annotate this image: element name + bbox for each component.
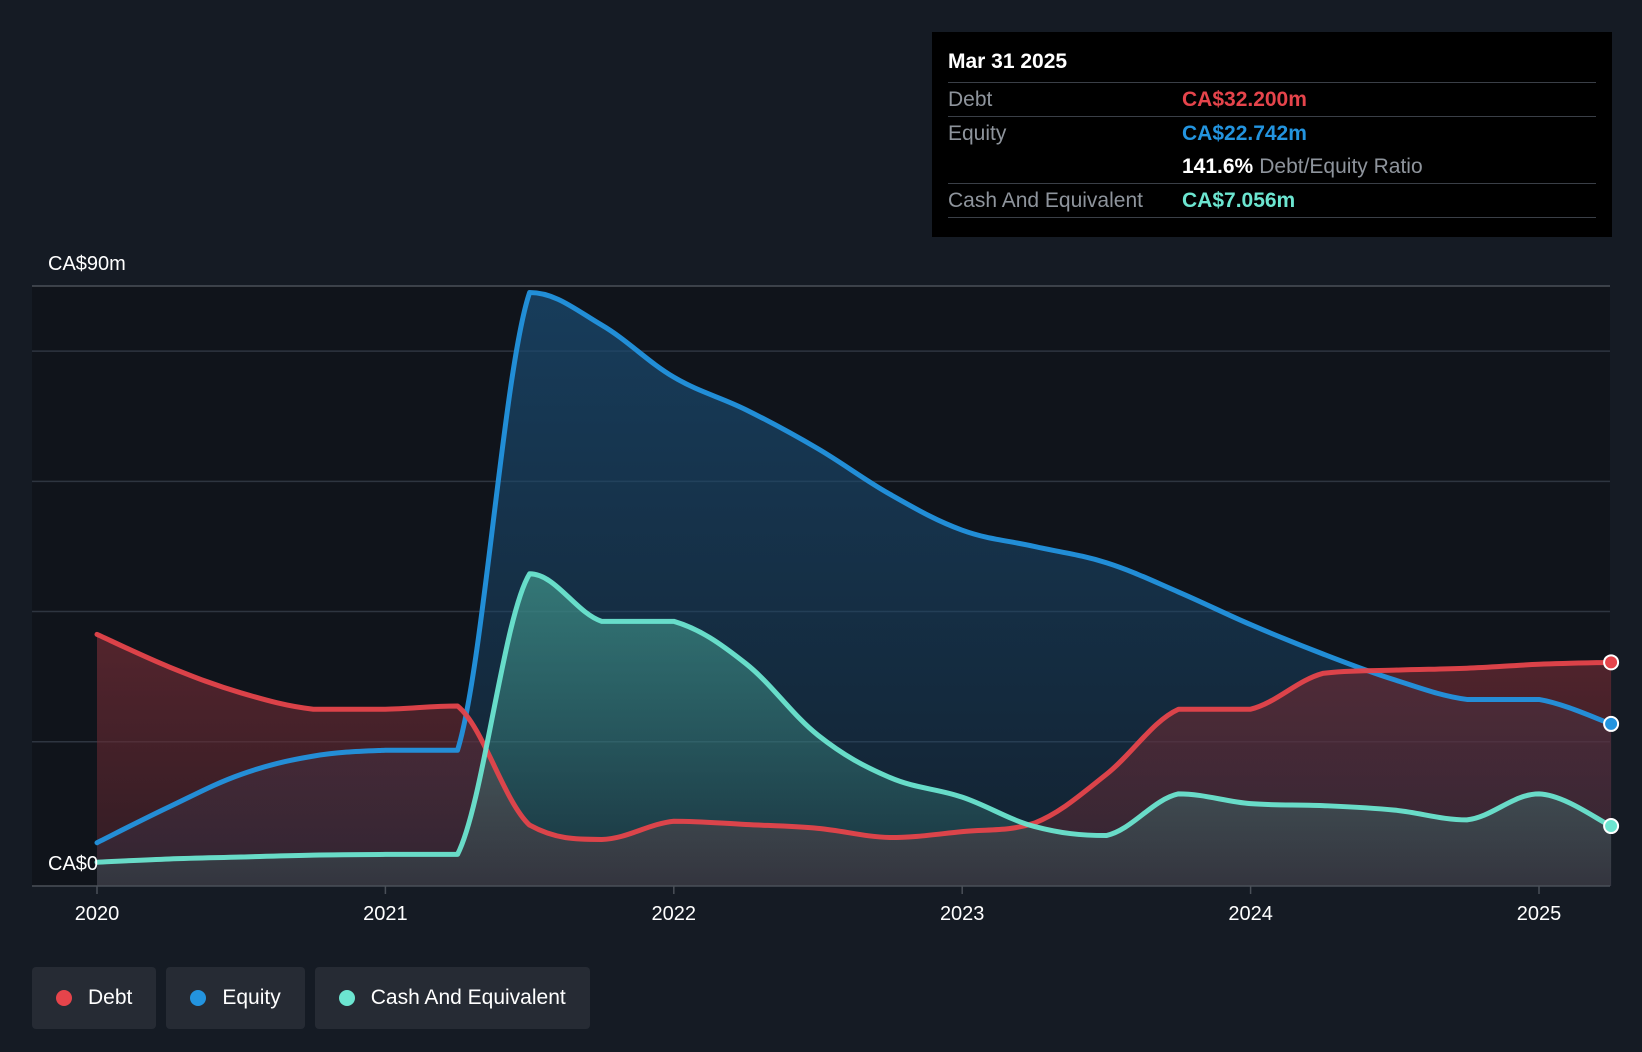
series-lines <box>94 290 1614 865</box>
legend-debt-label: Debt <box>88 986 133 1009</box>
equity-end-dot[interactable] <box>1603 715 1620 732</box>
tooltip-equity-value: CA$22.742m <box>1182 122 1307 145</box>
x-tick-label-2020: 2020 <box>75 903 120 925</box>
end-markers <box>1603 654 1620 835</box>
tooltip-debt-row: Debt CA$32.200m <box>948 83 1596 117</box>
x-tick-label-2023: 2023 <box>940 903 985 925</box>
tooltip-ratio-label: Debt/Equity Ratio <box>1259 155 1423 178</box>
tooltip-cash-label: Cash And Equivalent <box>948 189 1143 212</box>
tooltip-ratio-row: 141.6% Debt/Equity Ratio <box>948 150 1596 184</box>
equity-line <box>94 290 1614 846</box>
legend-item-debt[interactable]: Debt <box>32 967 157 1029</box>
cash-line <box>94 571 1614 865</box>
debt-line <box>94 631 1614 842</box>
tooltip-equity-label: Equity <box>948 122 1007 145</box>
cash-dot-icon <box>338 990 355 1006</box>
y-axis-min-label: CA$0 <box>48 853 98 875</box>
legend-equity-label: Equity <box>222 986 281 1009</box>
tooltip-cash-row: Cash And Equivalent CA$7.056m <box>948 184 1596 218</box>
data-tooltip: Mar 31 2025 Debt CA$32.200m Equity CA$22… <box>932 32 1612 237</box>
x-tick-label-2025: 2025 <box>1517 903 1562 925</box>
tooltip-debt-label: Debt <box>948 88 993 111</box>
cash-end-dot[interactable] <box>1603 818 1620 835</box>
x-tick-label-2022: 2022 <box>652 903 697 925</box>
x-tick-label-2021: 2021 <box>363 903 408 925</box>
debt-dot-icon <box>56 990 72 1006</box>
chart-legend: Debt Equity Cash And Equivalent <box>32 967 590 1029</box>
tooltip-cash-value: CA$7.056m <box>1182 189 1296 212</box>
x-axis-ticks: 2020 2021 2022 2023 2024 2025 <box>75 886 1562 925</box>
legend-item-equity[interactable]: Equity <box>166 967 305 1029</box>
tooltip-equity-row: Equity CA$22.742m <box>948 117 1596 150</box>
legend-item-cash[interactable]: Cash And Equivalent <box>314 967 590 1029</box>
tooltip-ratio-value: 141.6% <box>1182 155 1254 178</box>
equity-dot-icon <box>190 990 207 1006</box>
y-axis-max-label: CA$90m <box>48 253 126 275</box>
debt-end-dot[interactable] <box>1603 654 1620 671</box>
x-tick-label-2024: 2024 <box>1228 903 1273 925</box>
legend-cash-label: Cash And Equivalent <box>370 986 566 1009</box>
tooltip-debt-value: CA$32.200m <box>1182 88 1307 111</box>
tooltip-date: Mar 31 2025 <box>948 46 1596 83</box>
